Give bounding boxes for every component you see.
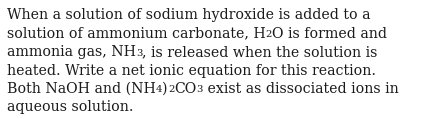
Text: exist as dissociated ions in: exist as dissociated ions in: [203, 82, 399, 96]
Text: When a solution of sodium hydroxide is added to a: When a solution of sodium hydroxide is a…: [7, 8, 371, 22]
Text: heated. Write a net ionic equation for this reaction.: heated. Write a net ionic equation for t…: [7, 64, 376, 77]
Text: 3: 3: [136, 49, 142, 57]
Text: 3: 3: [196, 85, 203, 94]
Text: ammonia gas, NH: ammonia gas, NH: [7, 45, 136, 59]
Text: Both NaOH and (NH: Both NaOH and (NH: [7, 82, 156, 96]
Text: 2: 2: [266, 30, 272, 39]
Text: ): ): [162, 82, 168, 96]
Text: , is released when the solution is: , is released when the solution is: [142, 45, 378, 59]
Text: 2: 2: [168, 85, 174, 94]
Text: CO: CO: [174, 82, 196, 96]
Text: 4: 4: [156, 85, 162, 94]
Text: solution of ammonium carbonate, H: solution of ammonium carbonate, H: [7, 27, 266, 40]
Text: O is formed and: O is formed and: [272, 27, 387, 40]
Text: aqueous solution.: aqueous solution.: [7, 101, 134, 114]
